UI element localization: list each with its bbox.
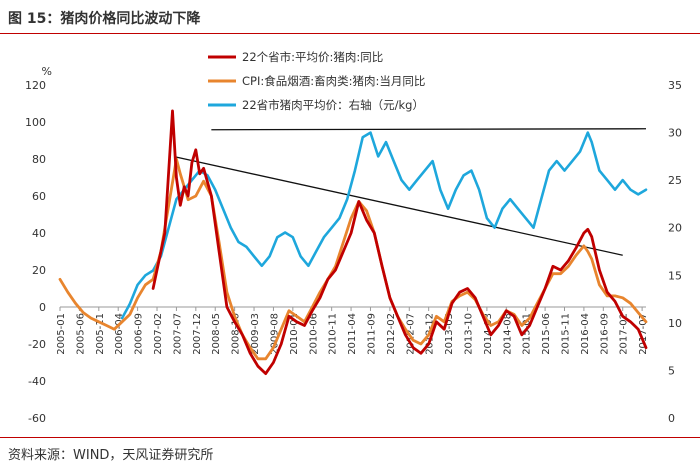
- x-tick-label: 2014-03: [483, 313, 494, 355]
- series-line-3: [120, 131, 648, 320]
- series-line-1: [151, 109, 648, 376]
- x-tick-label: 2014-08: [502, 313, 513, 355]
- x-tick-label: 2007-07: [172, 313, 183, 355]
- right-tick-label: 10: [668, 317, 682, 330]
- left-tick-label: 40: [32, 227, 46, 240]
- x-tick-label: 2016-04: [580, 313, 591, 355]
- x-tick-label: 2012-07: [405, 313, 416, 355]
- x-tick-label: 2017-07: [638, 313, 649, 355]
- x-tick-label: 2015-11: [561, 313, 572, 355]
- x-tick-label: 2017-02: [619, 313, 630, 355]
- left-tick-label: 20: [32, 264, 46, 277]
- x-tick-label: 2005-11: [95, 313, 106, 355]
- x-tick-label: 2010-01: [289, 313, 300, 355]
- chart-axes: % -60 -40 -20 0 20 40 60 80 100 120 0 5 10 15 20 25 30 35 2…: [25, 65, 682, 425]
- x-tick-label: 2010-06: [308, 313, 319, 355]
- legend-label-1: 22个省市:平均价:猪肉:同比: [242, 50, 383, 64]
- trend-lines: [176, 128, 647, 256]
- trend-line-1: [211, 128, 647, 131]
- left-tick-label: 60: [32, 190, 46, 203]
- right-tick-label: 0: [668, 412, 675, 425]
- right-tick-label: 30: [668, 127, 682, 140]
- x-tick-label: 2006-09: [134, 313, 145, 355]
- x-tick-label: 2010-11: [328, 313, 339, 355]
- figure-title: 图 15：猪肉价格同比波动下降: [8, 11, 201, 27]
- right-tick-label: 25: [668, 174, 682, 187]
- title-rule: [0, 33, 700, 34]
- x-tick-label: 2007-12: [192, 313, 203, 355]
- left-tick-label: -20: [28, 338, 46, 351]
- left-tick-label: 0: [39, 301, 46, 314]
- footer-rule: [0, 437, 700, 438]
- x-tick-label: 2015-06: [541, 313, 552, 355]
- x-tick-label: 2009-08: [269, 313, 280, 355]
- right-tick-label: 15: [668, 269, 682, 282]
- left-tick-label: 80: [32, 153, 46, 166]
- right-tick-label: 20: [668, 222, 682, 235]
- line-chart: % -60 -40 -20 0 20 40 60 80 100 120 0 5 10 15 20 25 30 35 2…: [25, 50, 682, 425]
- x-tick-label: 2016-09: [599, 313, 610, 355]
- x-tick-label: 2012-02: [386, 313, 397, 355]
- x-tick-label: 2013-05: [444, 313, 455, 355]
- series-lines: [58, 109, 648, 376]
- right-tick-label: 5: [668, 364, 675, 377]
- chart-legend: 22个省市:平均价:猪肉:同比 CPI:食品烟酒:畜肉类:猪肉:当月同比 22省市猪…: [208, 50, 425, 112]
- x-tick-label: 2005-06: [75, 313, 86, 355]
- left-tick-label: -40: [28, 375, 46, 388]
- x-tick-label: 2009-03: [250, 313, 261, 355]
- x-tick-label: 2008-10: [231, 313, 242, 355]
- legend-label-2: CPI:食品烟酒:畜肉类:猪肉:当月同比: [242, 74, 425, 88]
- x-tick-label: 2011-09: [366, 313, 377, 355]
- left-tick-label: -60: [28, 412, 46, 425]
- figure-source: 资料来源：WIND，天风证券研究所: [8, 448, 214, 463]
- x-tick-label: 2008-05: [211, 313, 222, 355]
- left-tick-label: 100: [25, 116, 46, 129]
- right-tick-label: 35: [668, 79, 682, 92]
- x-tick-label: 2013-10: [463, 313, 474, 355]
- x-tick-label: 2006-04: [114, 313, 125, 355]
- trend-line-2: [176, 156, 623, 256]
- x-tick-label: 2011-04: [347, 313, 358, 355]
- x-tick-label: 2005-01: [56, 313, 67, 355]
- x-tick-label: 2007-02: [153, 313, 164, 355]
- legend-label-3: 22省市猪肉平均价：右轴（元/kg）: [242, 98, 424, 112]
- x-tick-label: 2015-01: [522, 313, 533, 355]
- figure-header: 图 15：猪肉价格同比波动下降: [0, 0, 700, 34]
- left-tick-label: 120: [25, 79, 46, 92]
- left-axis-unit: %: [42, 65, 52, 78]
